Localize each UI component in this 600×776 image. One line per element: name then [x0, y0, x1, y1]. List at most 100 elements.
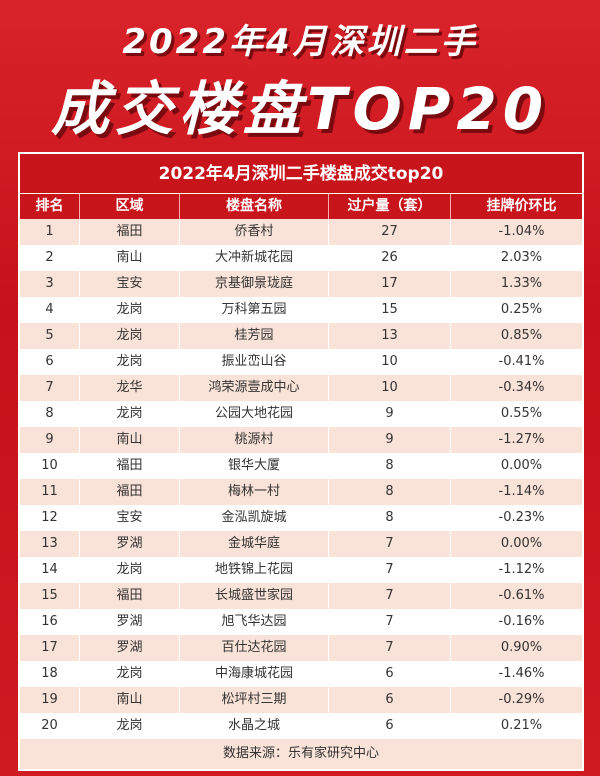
- cell-transfers: 7: [329, 583, 451, 609]
- table-row: 19 南山 松坪村三期 6 -0.29%: [20, 687, 582, 713]
- cell-estate: 振业峦山谷: [180, 349, 329, 375]
- cell-transfers: 7: [329, 531, 451, 557]
- cell-transfers: 27: [329, 219, 451, 245]
- table-row: 5 龙岗 桂芳园 13 0.85%: [20, 323, 582, 349]
- cell-rank: 8: [20, 401, 80, 427]
- cell-rank: 13: [20, 531, 80, 557]
- cell-price-change: 0.00%: [500, 458, 543, 473]
- header-transfers: 过户量（套）: [329, 194, 451, 219]
- title-line-2: 成交楼盘TOP20: [50, 75, 550, 143]
- cell-transfers: 6: [329, 713, 451, 739]
- cell-price-change: -1.27%: [498, 432, 545, 447]
- cell-district: 龙岗: [80, 349, 180, 375]
- cell-estate: 万科第五园: [180, 297, 329, 323]
- cell-estate: 桂芳园: [180, 323, 329, 349]
- table-row: 11 福田 梅林一村 8 -1.14%: [20, 479, 582, 505]
- cell-rank: 6: [20, 349, 80, 375]
- table-row: 2 南山 大冲新城花园 26 2.03%: [20, 245, 582, 271]
- cell-estate: 金泓凯旋城: [180, 505, 329, 531]
- table-row: 10 福田 银华大厦 8 0.00%: [20, 453, 582, 479]
- table-row: 4 龙岗 万科第五园 15 0.25%: [20, 297, 582, 323]
- cell-transfers: 6: [329, 661, 451, 687]
- table-row: 15 福田 长城盛世家园 7 -0.61%: [20, 583, 582, 609]
- table-header: 排名 区域 楼盘名称 过户量（套） 挂牌价环比: [20, 194, 582, 219]
- cell-price-change: -1.12%: [498, 562, 545, 577]
- cell-rank: 20: [20, 713, 80, 739]
- cell-estate: 侨香村: [180, 219, 329, 245]
- cell-estate: 地铁锦上花园: [180, 557, 329, 583]
- cell-transfers: 8: [329, 453, 451, 479]
- cell-transfers: 8: [329, 505, 451, 531]
- table-row: 14 龙岗 地铁锦上花园 7 -1.12%: [20, 557, 582, 583]
- cell-district: 龙岗: [80, 713, 180, 739]
- cell-district: 宝安: [80, 271, 180, 297]
- header-district: 区域: [80, 194, 180, 219]
- cell-transfers: 26: [329, 245, 451, 271]
- cell-rank: 11: [20, 479, 80, 505]
- table-row: 3 宝安 京基御景珑庭 17 1.33%: [20, 271, 582, 297]
- cell-estate: 金城华庭: [180, 531, 329, 557]
- cell-estate: 桃源村: [180, 427, 329, 453]
- table-row: 17 罗湖 百仕达花园 7 0.90%: [20, 635, 582, 661]
- cell-district: 福田: [80, 583, 180, 609]
- header-estate: 楼盘名称: [180, 194, 329, 219]
- cell-transfers: 8: [329, 479, 451, 505]
- cell-transfers: 7: [329, 609, 451, 635]
- cell-rank: 5: [20, 323, 80, 349]
- cell-transfers: 17: [329, 271, 451, 297]
- cell-district: 福田: [80, 219, 180, 245]
- cell-price-change: 2.03%: [500, 250, 543, 265]
- cell-price-change: -0.34%: [498, 380, 545, 395]
- cell-rank: 14: [20, 557, 80, 583]
- cell-rank: 18: [20, 661, 80, 687]
- cell-transfers: 10: [329, 375, 451, 401]
- table-row: 1 福田 侨香村 27 -1.04%: [20, 219, 582, 245]
- cell-price-change: 1.33%: [500, 276, 543, 291]
- cell-price-change: -0.16%: [498, 614, 545, 629]
- cell-transfers: 15: [329, 297, 451, 323]
- cell-rank: 9: [20, 427, 80, 453]
- cell-rank: 2: [20, 245, 80, 271]
- cell-transfers: 13: [329, 323, 451, 349]
- table-row: 7 龙华 鸿荣源壹成中心 10 -0.34%: [20, 375, 582, 401]
- cell-district: 龙岗: [80, 401, 180, 427]
- cell-estate: 长城盛世家园: [180, 583, 329, 609]
- cell-rank: 12: [20, 505, 80, 531]
- cell-estate: 水晶之城: [180, 713, 329, 739]
- cell-estate: 旭飞华达园: [180, 609, 329, 635]
- table-row: 20 龙岗 水晶之城 6 0.21%: [20, 713, 582, 739]
- cell-estate: 梅林一村: [180, 479, 329, 505]
- cell-price-change: -1.14%: [498, 484, 545, 499]
- cell-estate: 松坪村三期: [180, 687, 329, 713]
- cell-transfers: 10: [329, 349, 451, 375]
- cell-district: 福田: [80, 453, 180, 479]
- cell-rank: 7: [20, 375, 80, 401]
- cell-district: 罗湖: [80, 531, 180, 557]
- cell-district: 南山: [80, 245, 180, 271]
- cell-district: 宝安: [80, 505, 180, 531]
- cell-estate: 中海康城花园: [180, 661, 329, 687]
- cell-district: 龙华: [80, 375, 180, 401]
- ranking-table: 2022年4月深圳二手楼盘成交top20 排名 区域 楼盘名称 过户量（套） 挂…: [18, 152, 584, 771]
- cell-rank: 16: [20, 609, 80, 635]
- cell-rank: 19: [20, 687, 80, 713]
- table-row: 12 宝安 金泓凯旋城 8 -0.23%: [20, 505, 582, 531]
- cell-price-change: -1.46%: [498, 666, 545, 681]
- cell-district: 罗湖: [80, 635, 180, 661]
- cell-district: 龙岗: [80, 661, 180, 687]
- cell-estate: 银华大厦: [180, 453, 329, 479]
- cell-district: 龙岗: [80, 297, 180, 323]
- table-row: 8 龙岗 公园大地花园 9 0.55%: [20, 401, 582, 427]
- cell-estate: 百仕达花园: [180, 635, 329, 661]
- cell-price-change: 0.21%: [500, 718, 543, 733]
- table-caption: 2022年4月深圳二手楼盘成交top20: [20, 154, 582, 194]
- cell-price-change: 0.25%: [500, 302, 543, 317]
- cell-transfers: 6: [329, 687, 451, 713]
- cell-rank: 4: [20, 297, 80, 323]
- header-price-change: 挂牌价环比: [486, 198, 557, 214]
- cell-rank: 1: [20, 219, 80, 245]
- cell-rank: 17: [20, 635, 80, 661]
- cell-district: 福田: [80, 479, 180, 505]
- cell-estate: 京基御景珑庭: [180, 271, 329, 297]
- cell-price-change: 0.85%: [500, 328, 543, 343]
